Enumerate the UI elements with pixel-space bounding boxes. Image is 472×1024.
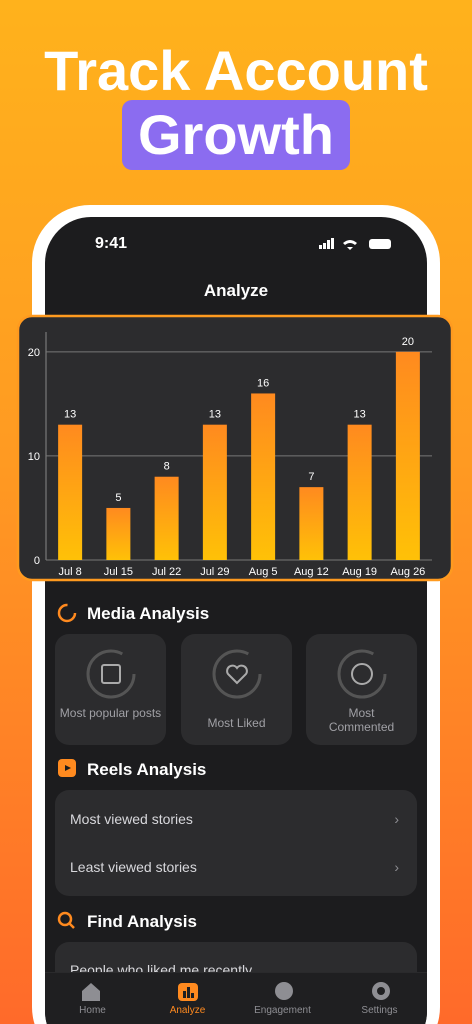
chevron: ›: [394, 811, 399, 827]
y-tick-label: 0: [34, 555, 40, 567]
x-tick-label: Aug 26: [390, 566, 425, 578]
status-time: 9:41: [95, 235, 128, 252]
tab[interactable]: Engagement: [254, 1005, 311, 1016]
x-tick-label: Jul 29: [200, 566, 229, 578]
chevron: ›: [394, 859, 399, 875]
card-label: Most popular posts: [59, 706, 162, 720]
data-label: 16: [257, 377, 269, 389]
list-item[interactable]: Least viewed stories: [70, 859, 197, 875]
tab[interactable]: Analyze: [169, 1005, 206, 1016]
tab[interactable]: Settings: [361, 1005, 398, 1016]
data-label: 8: [164, 461, 170, 473]
find-icon: [57, 911, 75, 929]
tab[interactable]: Home: [79, 1005, 106, 1016]
section-title: Media Analysis: [87, 604, 210, 623]
nav-title: Analyze: [203, 281, 269, 300]
data-label: 5: [115, 492, 121, 504]
x-tick-label: Aug 5: [249, 566, 278, 578]
y-tick-label: 10: [28, 451, 40, 463]
x-tick-label: Aug 12: [294, 566, 329, 578]
bar: [202, 424, 227, 560]
data-label: 13: [354, 409, 366, 421]
headline-pill: Growth: [122, 100, 350, 170]
headline: Track Account: [44, 39, 428, 102]
bar: [154, 476, 179, 560]
card-label: Most Commented: [328, 706, 395, 734]
list-item[interactable]: Most viewed stories: [70, 811, 193, 827]
status-icons: [319, 238, 391, 250]
x-tick-label: Aug 19: [342, 566, 377, 578]
tab-icons: [82, 982, 390, 1001]
card-label: Most Liked: [207, 716, 266, 730]
chart: 0 10 20 Jul 8 13 Jul 15 5 Jul 22 8 Jul 29 13 Aug 5 1…: [16, 314, 454, 582]
bar: [58, 424, 83, 560]
chart-card: [16, 314, 454, 582]
y-tick-label: 20: [28, 347, 40, 359]
data-label: 7: [308, 471, 314, 483]
reels-icon: [58, 759, 76, 777]
bar: [251, 393, 276, 560]
media-card[interactable]: Most popular posts: [55, 634, 166, 745]
bar: [395, 351, 420, 560]
card-icon: [337, 649, 387, 699]
data-label: 13: [64, 409, 76, 421]
bar: [347, 424, 372, 560]
bar: [106, 507, 131, 560]
section-title: Reels Analysis: [87, 760, 207, 779]
data-label: 20: [402, 336, 414, 348]
data-label: 13: [209, 409, 221, 421]
media-card[interactable]: Most Liked: [181, 634, 292, 745]
x-tick-label: Jul 8: [59, 566, 82, 578]
tab-bar: Home Analyze Engagement Settings: [45, 972, 427, 1024]
card-icon: [86, 649, 136, 699]
x-tick-label: Jul 15: [104, 566, 133, 578]
card-icon: [212, 649, 262, 699]
reels-list: Most viewed stories › Least viewed storie…: [55, 790, 417, 896]
media-card[interactable]: Most Commented: [306, 634, 417, 745]
media-icon: [57, 603, 77, 623]
x-tick-label: Jul 22: [152, 566, 181, 578]
section-title: Find Analysis: [87, 912, 197, 931]
bar: [299, 487, 324, 560]
